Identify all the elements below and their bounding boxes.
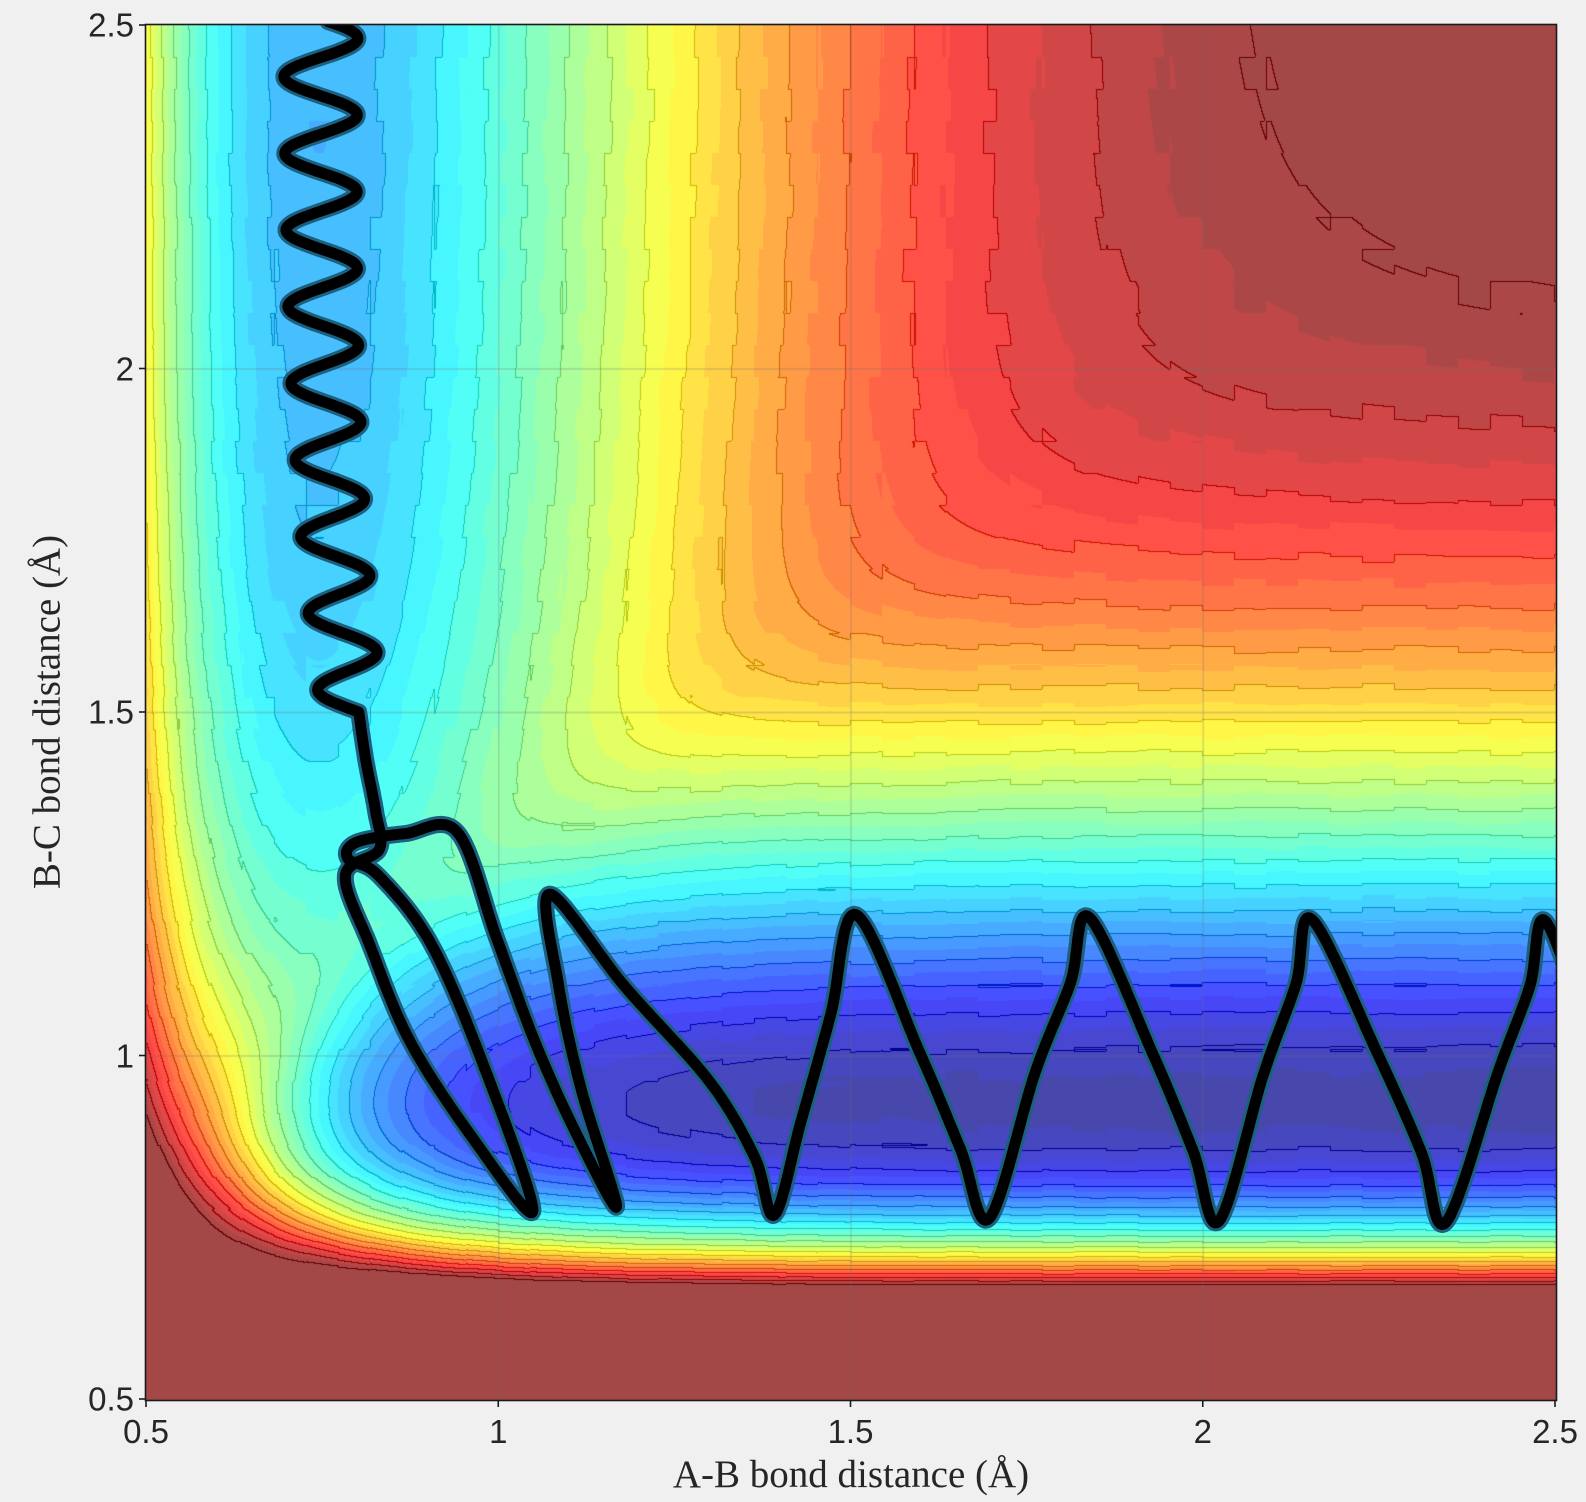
- x-tick-label: 1: [489, 1413, 508, 1450]
- y-tick-label: 2.5: [88, 6, 134, 44]
- plot-area: [146, 25, 1556, 1400]
- x-tick-label: 1.5: [827, 1413, 874, 1450]
- x-axis-label: A-B bond distance (Å): [672, 1453, 1030, 1496]
- y-axis-label: B-C bond distance (Å): [25, 534, 69, 890]
- y-tick-label: 1: [115, 1037, 134, 1074]
- x-tick-label: 2: [1193, 1413, 1212, 1450]
- y-tick-label: 0.5: [88, 1380, 134, 1418]
- trajectory-overlay: [275, 25, 1556, 1233]
- y-tick-label: 1.5: [88, 693, 134, 731]
- x-tick-label: 2.5: [1532, 1413, 1578, 1450]
- x-tick-label: 0.5: [123, 1413, 169, 1450]
- y-tick-label: 2: [115, 350, 134, 387]
